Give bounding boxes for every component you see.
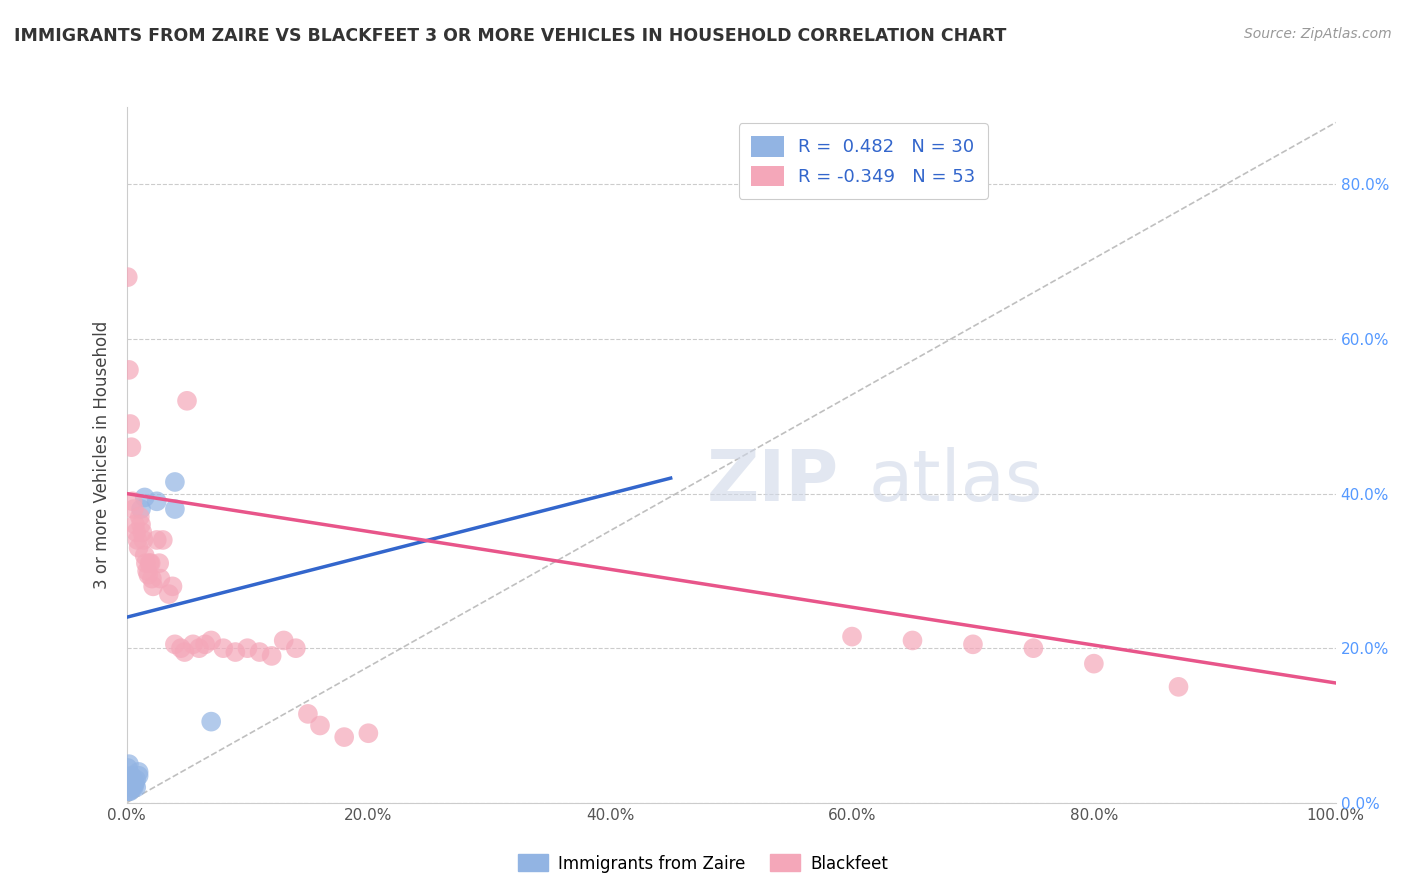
Point — [309, 718, 332, 732]
Point — [120, 769, 142, 783]
Point — [212, 641, 235, 656]
Point — [127, 533, 149, 547]
Point — [117, 772, 139, 787]
Legend: Immigrants from Zaire, Blackfeet: Immigrants from Zaire, Blackfeet — [512, 847, 894, 880]
Point — [163, 502, 186, 516]
Point — [188, 641, 211, 656]
Point — [841, 630, 863, 644]
Point — [138, 556, 160, 570]
Point — [117, 784, 139, 798]
Point — [249, 645, 271, 659]
Point — [163, 637, 186, 651]
Point — [120, 780, 142, 795]
Point — [194, 637, 217, 651]
Point — [115, 780, 138, 795]
Point — [122, 772, 145, 787]
Point — [118, 757, 141, 772]
Point — [122, 780, 145, 795]
Point — [118, 780, 141, 795]
Text: IMMIGRANTS FROM ZAIRE VS BLACKFEET 3 OR MORE VEHICLES IN HOUSEHOLD CORRELATION C: IMMIGRANTS FROM ZAIRE VS BLACKFEET 3 OR … — [14, 27, 1007, 45]
Point — [122, 502, 145, 516]
Point — [120, 440, 142, 454]
Point — [125, 772, 148, 787]
Point — [128, 509, 150, 524]
Point — [135, 556, 157, 570]
Point — [134, 549, 156, 563]
Point — [118, 776, 141, 790]
Point — [162, 579, 184, 593]
Point — [148, 556, 170, 570]
Y-axis label: 3 or more Vehicles in Household: 3 or more Vehicles in Household — [93, 321, 111, 589]
Point — [141, 572, 163, 586]
Point — [131, 525, 153, 540]
Point — [224, 645, 246, 659]
Point — [128, 541, 150, 555]
Point — [120, 417, 142, 431]
Point — [117, 270, 139, 285]
Point — [121, 494, 143, 508]
Point — [136, 567, 159, 582]
Point — [120, 784, 142, 798]
Point — [170, 641, 193, 656]
Point — [118, 772, 141, 787]
Point — [146, 533, 169, 547]
Point — [134, 491, 156, 505]
Point — [118, 363, 141, 377]
Point — [142, 579, 165, 593]
Text: ZIP: ZIP — [707, 447, 839, 516]
Point — [284, 641, 307, 656]
Point — [1083, 657, 1105, 671]
Point — [128, 764, 150, 779]
Point — [117, 776, 139, 790]
Text: Source: ZipAtlas.com: Source: ZipAtlas.com — [1244, 27, 1392, 41]
Point — [146, 494, 169, 508]
Point — [1022, 641, 1045, 656]
Point — [120, 780, 142, 795]
Point — [124, 776, 146, 790]
Point — [357, 726, 380, 740]
Point — [901, 633, 924, 648]
Point — [200, 633, 222, 648]
Point — [125, 525, 148, 540]
Point — [125, 780, 148, 795]
Point — [200, 714, 222, 729]
Point — [120, 776, 142, 790]
Point — [163, 475, 186, 489]
Point — [176, 393, 198, 408]
Point — [132, 533, 155, 547]
Point — [297, 706, 319, 721]
Point — [139, 556, 162, 570]
Point — [152, 533, 174, 547]
Point — [236, 641, 259, 656]
Point — [129, 517, 152, 532]
Point — [173, 645, 195, 659]
Point — [1167, 680, 1189, 694]
Point — [121, 776, 143, 790]
Point — [121, 780, 143, 795]
Point — [129, 502, 152, 516]
Point — [124, 517, 146, 532]
Point — [181, 637, 204, 651]
Point — [117, 761, 139, 775]
Point — [136, 564, 159, 578]
Point — [273, 633, 295, 648]
Legend: R =  0.482   N = 30, R = -0.349   N = 53: R = 0.482 N = 30, R = -0.349 N = 53 — [738, 123, 988, 199]
Point — [260, 648, 283, 663]
Point — [118, 784, 141, 798]
Point — [149, 572, 172, 586]
Point — [157, 587, 180, 601]
Point — [333, 730, 356, 744]
Point — [962, 637, 984, 651]
Text: atlas: atlas — [869, 447, 1043, 516]
Point — [128, 769, 150, 783]
